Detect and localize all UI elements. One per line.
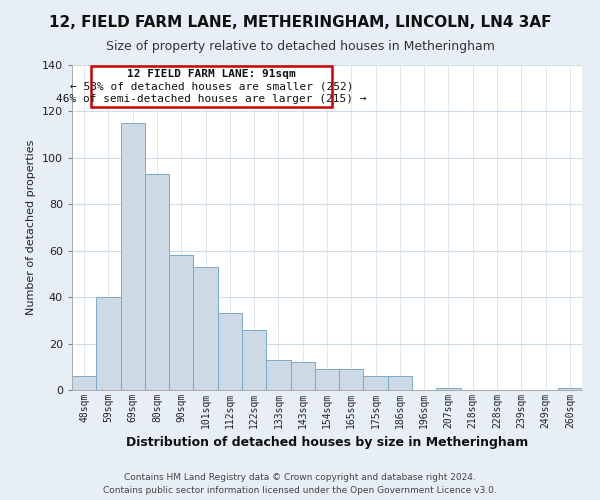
- Text: Contains public sector information licensed under the Open Government Licence v3: Contains public sector information licen…: [103, 486, 497, 495]
- Text: 12 FIELD FARM LANE: 91sqm: 12 FIELD FARM LANE: 91sqm: [127, 70, 296, 80]
- Bar: [290, 362, 315, 390]
- Text: 46% of semi-detached houses are larger (215) →: 46% of semi-detached houses are larger (…: [56, 94, 367, 104]
- Bar: [242, 330, 266, 390]
- Bar: [121, 123, 145, 390]
- Text: ← 53% of detached houses are smaller (252): ← 53% of detached houses are smaller (25…: [70, 82, 353, 92]
- Bar: [169, 256, 193, 390]
- Bar: [558, 388, 582, 390]
- Bar: [364, 376, 388, 390]
- Y-axis label: Number of detached properties: Number of detached properties: [26, 140, 36, 315]
- Bar: [315, 369, 339, 390]
- Text: 12, FIELD FARM LANE, METHERINGHAM, LINCOLN, LN4 3AF: 12, FIELD FARM LANE, METHERINGHAM, LINCO…: [49, 15, 551, 30]
- X-axis label: Distribution of detached houses by size in Metheringham: Distribution of detached houses by size …: [126, 436, 528, 450]
- Bar: [266, 360, 290, 390]
- Bar: [218, 314, 242, 390]
- Bar: [72, 376, 96, 390]
- Bar: [145, 174, 169, 390]
- Text: Size of property relative to detached houses in Metheringham: Size of property relative to detached ho…: [106, 40, 494, 53]
- Text: Contains HM Land Registry data © Crown copyright and database right 2024.: Contains HM Land Registry data © Crown c…: [124, 474, 476, 482]
- Bar: [436, 388, 461, 390]
- Bar: [339, 369, 364, 390]
- Bar: [388, 376, 412, 390]
- Bar: [193, 267, 218, 390]
- Bar: [96, 297, 121, 390]
- FancyBboxPatch shape: [91, 66, 332, 107]
